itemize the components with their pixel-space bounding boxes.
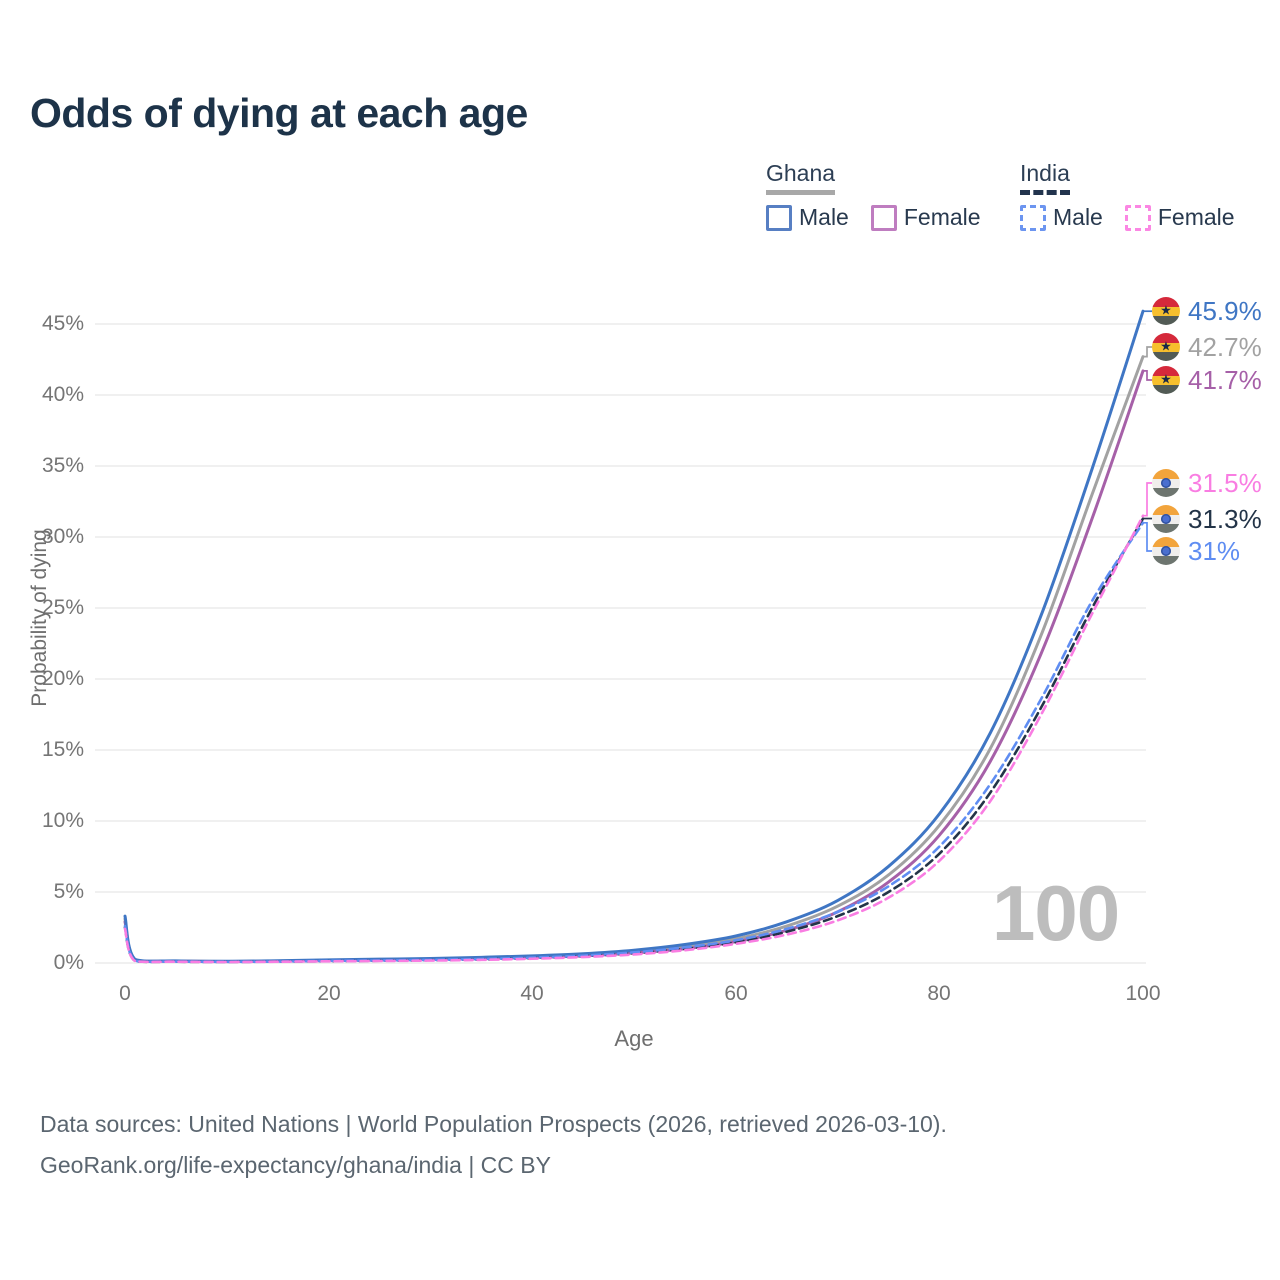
line-swatch-icon — [766, 204, 792, 231]
y-tick-35: 35% — [41, 454, 84, 477]
end-label-ghana-female: 41.7% — [1152, 365, 1262, 395]
page-title: Odds of dying at each age — [30, 90, 528, 136]
y-tick-0: 0% — [53, 951, 84, 974]
end-label-value: 31.5% — [1188, 467, 1262, 498]
line-swatch-icon — [1020, 204, 1046, 231]
end-label-india-male: 31% — [1152, 536, 1240, 566]
india-flag-icon — [1152, 505, 1180, 533]
end-label-ghana-both: 42.7% — [1152, 332, 1262, 362]
x-tick-100: 100 — [1125, 982, 1161, 1005]
ghana-flag-icon — [1152, 297, 1180, 325]
y-tick-10: 10% — [41, 809, 84, 832]
end-label-value: 31.3% — [1188, 503, 1262, 534]
end-label-ghana-male: 45.9% — [1152, 296, 1262, 326]
line-swatch-icon — [1124, 204, 1151, 231]
legend-group-india: India Male Female — [1020, 160, 1235, 231]
legend-item-label: Male — [1053, 204, 1103, 230]
y-tick-30: 30% — [41, 525, 84, 548]
end-label-value: 31% — [1188, 535, 1241, 566]
legend-item-label: Female — [1157, 204, 1235, 230]
legend-item-ghana-male[interactable]: Male — [766, 204, 849, 231]
y-tick-40: 40% — [41, 383, 84, 406]
ghana-flag-icon — [1152, 366, 1180, 394]
y-tick-20: 20% — [41, 667, 84, 690]
legend-item-label: Male — [799, 204, 849, 230]
legend-item-ghana-female[interactable]: Female — [870, 204, 981, 231]
legend-item-india-female[interactable]: Female — [1124, 204, 1235, 231]
age-watermark: 100 — [992, 869, 1120, 957]
y-tick-15: 15% — [41, 738, 84, 761]
source-attribution: Data sources: United Nations | World Pop… — [40, 1104, 947, 1186]
y-axis-title: Probability of dying — [28, 529, 51, 707]
x-tick-20: 20 — [317, 982, 341, 1005]
end-label-value: 41.7% — [1188, 364, 1262, 395]
end-label-value: 42.7% — [1188, 331, 1262, 362]
india-flag-icon — [1152, 469, 1180, 497]
legend-header-ghana[interactable]: Ghana — [766, 160, 836, 195]
license-line: GeoRank.org/life-expectancy/ghana/india … — [40, 1152, 551, 1178]
legend-item-india-male[interactable]: Male — [1020, 204, 1103, 231]
x-tick-0: 0 — [119, 982, 131, 1005]
x-axis-title: Age — [614, 1026, 654, 1051]
legend-group-ghana: Ghana Male Female — [766, 160, 981, 231]
y-tick-5: 5% — [53, 880, 84, 903]
data-sources-line: Data sources: United Nations | World Pop… — [40, 1111, 947, 1137]
legend-item-label: Female — [903, 204, 981, 230]
end-label-india-both: 31.3% — [1152, 504, 1262, 534]
end-label-value: 45.9% — [1188, 295, 1262, 326]
ghana-flag-icon — [1152, 333, 1180, 361]
end-label-india-female: 31.5% — [1152, 468, 1262, 498]
x-tick-40: 40 — [520, 982, 544, 1005]
legend-header-india[interactable]: India — [1020, 160, 1070, 195]
india-flag-icon — [1152, 537, 1180, 565]
x-tick-60: 60 — [724, 982, 748, 1005]
x-tick-80: 80 — [927, 982, 951, 1005]
y-tick-45: 45% — [41, 312, 84, 335]
line-swatch-icon — [870, 204, 897, 231]
y-tick-25: 25% — [41, 596, 84, 619]
